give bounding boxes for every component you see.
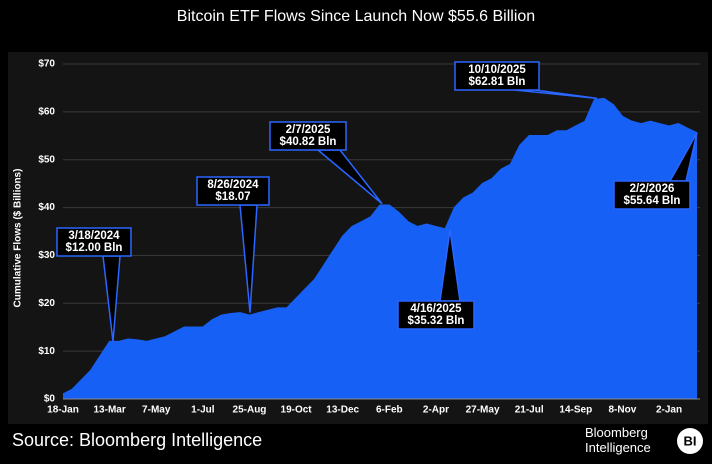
y-tick-label: $70 <box>38 59 55 70</box>
x-tick-label: 21-Jul <box>515 405 544 416</box>
logo-text-box: Bloomberg Intelligence <box>585 425 651 455</box>
x-tick-label: 1-Jul <box>191 405 215 416</box>
x-tick-label: 25-Aug <box>233 405 267 416</box>
y-tick-label: $20 <box>38 298 55 309</box>
x-tick-label: 13-Mar <box>93 405 125 416</box>
annotation-value: $12.00 Bln <box>66 242 123 254</box>
logo-name: Bloomberg Intelligence <box>585 425 651 455</box>
area-edge <box>62 97 698 395</box>
x-tick-label: 19-Oct <box>281 405 313 416</box>
annotation-box <box>56 227 132 257</box>
y-tick-label: $50 <box>38 154 55 165</box>
x-tick-label: 2-Apr <box>423 405 449 416</box>
annotation: 2/2/2026$55.64 Bln <box>613 132 698 210</box>
y-tick-label: $30 <box>38 250 55 261</box>
annotation: 10/10/2025$62.81 Bln <box>454 61 598 100</box>
annotation-date: 2/2/2026 <box>630 183 675 195</box>
annotation-box <box>196 176 270 206</box>
x-tick-label: 6-Feb <box>376 405 403 416</box>
annotation-value: $62.81 Bln <box>469 76 526 88</box>
annotation-box <box>613 180 691 210</box>
logo-mark: BI <box>684 433 697 448</box>
y-tick-label: $0 <box>44 394 56 405</box>
y-tick-label: $60 <box>38 106 55 117</box>
annotation-date: 10/10/2025 <box>468 64 526 76</box>
y-tick-label: $40 <box>38 202 55 213</box>
source: Source: Bloomberg Intelligence <box>12 430 262 450</box>
annotation: 3/18/2024$12.00 Bln <box>56 227 132 342</box>
annotation-date: 2/7/2025 <box>286 124 331 136</box>
annotation-date: 4/16/2025 <box>410 303 462 315</box>
x-tick-label: 2-Jan <box>656 405 682 416</box>
x-tick-label: 18-Jan <box>47 405 79 416</box>
chart-title: Bitcoin ETF Flows Since Launch Now $55.6… <box>177 8 535 25</box>
annotation-box <box>269 121 347 151</box>
annotation-box <box>454 61 540 91</box>
annotation-value: $18.07 <box>215 191 250 203</box>
annotation: 8/26/2024$18.07 <box>196 176 270 313</box>
x-tick-label: 8-Nov <box>609 405 637 416</box>
annotation-date: 3/18/2024 <box>68 230 120 242</box>
annotation: 2/7/2025$40.82 Bln <box>269 121 383 205</box>
x-tick-label: 14-Sep <box>559 405 592 416</box>
x-tick-label: 7-May <box>142 405 171 416</box>
x-tick-label: 27-May <box>466 405 500 416</box>
annotation-value: $35.32 Bln <box>408 315 465 327</box>
annotation-value: $40.82 Bln <box>280 136 337 148</box>
annotation-date: 8/26/2024 <box>207 179 259 191</box>
logo-badge <box>677 428 703 454</box>
y-tick-label: $10 <box>38 346 55 357</box>
area <box>63 98 697 399</box>
y-axis-label: Cumulative Flows ($ Billions) <box>13 169 24 308</box>
x-tick-label: 13-Dec <box>326 405 359 416</box>
annotation-value: $55.64 Bln <box>624 195 681 207</box>
annotation-box <box>397 300 475 330</box>
annotation: 4/16/2025$35.32 Bln <box>397 229 475 330</box>
